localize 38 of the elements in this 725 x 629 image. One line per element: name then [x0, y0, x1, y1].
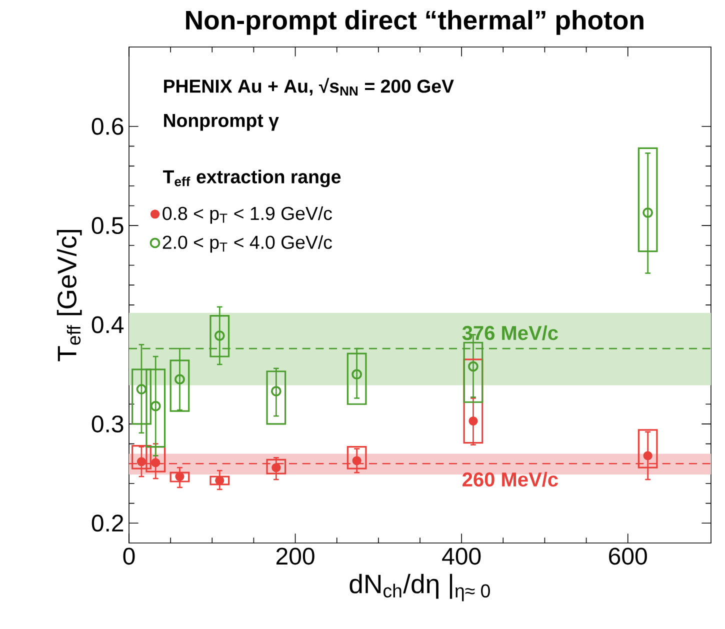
point [272, 463, 281, 472]
point [352, 456, 362, 466]
x-axis-title: dN$_{ch}$/dη |$_{η≈ 0}$ [350, 574, 490, 602]
point [151, 458, 160, 468]
point [468, 416, 478, 426]
point [136, 384, 147, 394]
y-tick-label: 0.4 [92, 316, 124, 334]
y-axis-title: T$_{eff}$ [GeV/c] [56, 230, 82, 362]
legend-label: 0.8 < p$_{T}$ < 1.9 GeV/c [162, 206, 332, 224]
ref-line-label: 260 MeV/c [462, 472, 558, 487]
point [468, 361, 478, 372]
point [214, 330, 225, 341]
y-tick-label: 0.6 [92, 118, 124, 135]
x-tick-label: 400 [442, 548, 481, 565]
annotation: Nonprompt γ [164, 114, 279, 131]
ref-line-label: 376 MeV/c [462, 325, 558, 340]
x-tick-label: 200 [276, 548, 314, 565]
annotation: PHENIX Au + Au, √s$_{NN}$ = 200 GeV [164, 78, 454, 96]
point [270, 386, 282, 396]
point [352, 369, 362, 380]
point [174, 374, 185, 385]
point [175, 472, 184, 482]
y-tick-label: 0.5 [92, 217, 124, 234]
chart-title: Non-prompt direct “thermal” photon [186, 10, 644, 35]
point [215, 476, 224, 486]
y-tick-label: 0.3 [92, 415, 124, 432]
y-tick-label: 0.2 [92, 514, 124, 532]
bar [210, 476, 230, 486]
legend-title: T$_{eff}$ extraction range [163, 170, 341, 188]
point [136, 457, 146, 466]
x-tick-label: 0 [123, 548, 135, 565]
bar [346, 352, 367, 405]
x-tick-label: 600 [609, 548, 647, 565]
legend-label: 2.0 < p$_{T}$ < 4.0 GeV/c [162, 235, 332, 253]
point [642, 207, 654, 218]
bar [266, 370, 286, 425]
point [150, 400, 161, 412]
point [643, 451, 652, 460]
